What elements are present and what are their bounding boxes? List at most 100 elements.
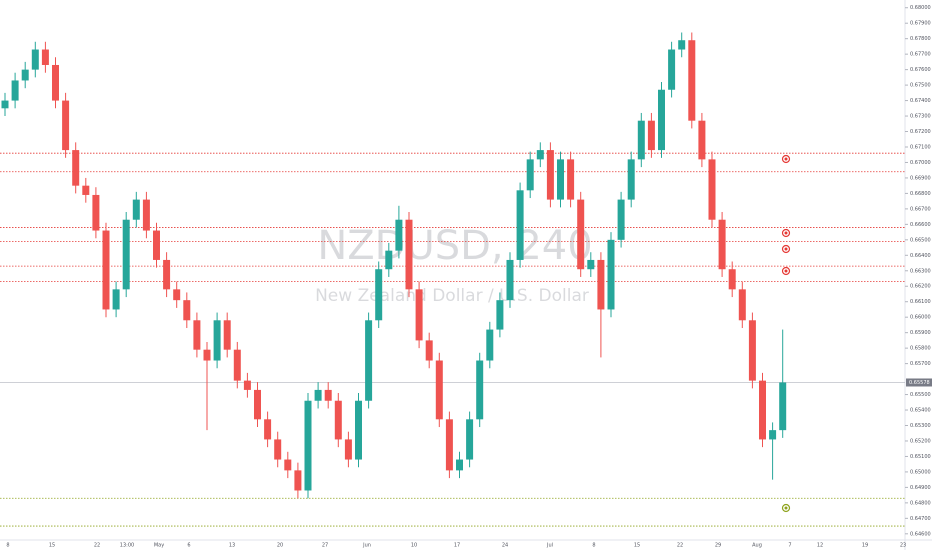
candle-body bbox=[445, 419, 453, 471]
candle-body bbox=[607, 239, 615, 310]
candle-body bbox=[1, 100, 9, 109]
candle-body bbox=[647, 120, 655, 151]
x-tick-label: 27 bbox=[322, 543, 328, 549]
y-tick-label: 0.64700 bbox=[910, 516, 931, 522]
candle-body bbox=[748, 320, 756, 381]
x-tick-label: Aug bbox=[752, 543, 762, 549]
candle-body bbox=[779, 382, 787, 431]
candle-body bbox=[142, 199, 150, 231]
y-tick-label: 0.66100 bbox=[910, 299, 931, 305]
candle-body bbox=[92, 194, 100, 231]
x-tick-label: 7 bbox=[788, 543, 791, 549]
y-tick-label: 0.67400 bbox=[910, 98, 931, 104]
y-tick-label: 0.66700 bbox=[910, 206, 931, 212]
alert-icon-dot bbox=[784, 157, 788, 161]
y-tick-label: 0.66200 bbox=[910, 284, 931, 290]
candle-body bbox=[425, 340, 433, 361]
candle-body bbox=[153, 230, 160, 260]
candle-body bbox=[668, 49, 676, 90]
candle-body bbox=[496, 300, 504, 330]
x-tick-label: 24 bbox=[502, 543, 508, 549]
x-tick-label: 19 bbox=[862, 543, 868, 549]
x-tick-label: 17 bbox=[454, 543, 460, 549]
x-tick-label: Jun bbox=[362, 543, 371, 549]
candle-body bbox=[466, 419, 474, 460]
y-tick-label: 0.67900 bbox=[910, 21, 931, 27]
x-tick-label: 23 bbox=[900, 543, 906, 549]
x-tick-label: 22 bbox=[677, 543, 683, 549]
candle-body bbox=[738, 289, 746, 321]
y-tick-label: 0.67600 bbox=[910, 67, 931, 73]
candle-body bbox=[11, 80, 19, 101]
candle-body bbox=[183, 300, 191, 321]
candle-body bbox=[759, 380, 766, 440]
candle-body bbox=[243, 380, 251, 390]
y-tick-label: 0.67000 bbox=[910, 160, 931, 166]
y-tick-label: 0.66400 bbox=[910, 253, 931, 259]
candle-body bbox=[41, 49, 49, 65]
candle-body bbox=[637, 120, 645, 160]
candle-body bbox=[355, 400, 362, 460]
candle-body bbox=[476, 360, 484, 420]
candle-body bbox=[708, 159, 716, 220]
y-tick-label: 0.67700 bbox=[910, 52, 931, 58]
y-tick-label: 0.64600 bbox=[910, 531, 931, 537]
candle-body bbox=[526, 159, 534, 191]
x-tick-label: 15 bbox=[634, 543, 640, 549]
x-tick-label: 29 bbox=[715, 543, 721, 549]
candle-body bbox=[577, 199, 585, 270]
x-tick-label: 6 bbox=[187, 543, 190, 549]
x-tick-label: May bbox=[154, 543, 164, 549]
candle-body bbox=[435, 360, 443, 420]
candle-body bbox=[324, 389, 332, 401]
candle-body bbox=[718, 219, 726, 270]
x-tick-label: 10 bbox=[411, 543, 417, 549]
candle-body bbox=[21, 69, 29, 81]
x-tick-label: 8 bbox=[592, 543, 595, 549]
candle-body bbox=[284, 459, 292, 471]
candle-body bbox=[132, 199, 140, 220]
candle-body bbox=[365, 320, 373, 401]
y-tick-label: 0.66800 bbox=[910, 191, 931, 197]
x-tick-label: 15 bbox=[49, 543, 55, 549]
y-tick-label: 0.65200 bbox=[910, 438, 931, 444]
candle-body bbox=[678, 40, 686, 50]
y-tick-label: 0.65000 bbox=[910, 469, 931, 475]
candle-body bbox=[728, 269, 736, 290]
y-tick-label: 0.65800 bbox=[910, 346, 931, 352]
candle-body bbox=[304, 400, 312, 491]
alert-icon-dot bbox=[784, 269, 788, 273]
candle-body bbox=[213, 320, 221, 361]
y-tick-label: 0.65300 bbox=[910, 423, 931, 429]
alert-icon-dot bbox=[784, 247, 788, 251]
candle-body bbox=[72, 150, 80, 186]
y-tick-label: 0.66500 bbox=[910, 237, 931, 243]
candle-body bbox=[294, 470, 302, 491]
y-tick-label: 0.67100 bbox=[910, 144, 931, 150]
x-tick-label: Jul bbox=[546, 543, 553, 549]
candle-body bbox=[415, 289, 423, 341]
candle-body bbox=[344, 439, 352, 460]
candle-body bbox=[516, 190, 524, 260]
candle-body bbox=[163, 259, 171, 290]
candle-body bbox=[375, 269, 383, 321]
x-tick-label: 20 bbox=[277, 543, 283, 549]
candle-body bbox=[31, 49, 39, 70]
candle-body bbox=[456, 459, 463, 471]
candle-body bbox=[395, 219, 403, 251]
y-tick-label: 0.65400 bbox=[910, 408, 931, 414]
candle-body bbox=[536, 150, 544, 160]
y-tick-label: 0.67800 bbox=[910, 36, 931, 42]
y-tick-label: 0.64800 bbox=[910, 500, 931, 506]
y-tick-label: 0.65100 bbox=[910, 454, 931, 460]
candle-body bbox=[506, 259, 514, 301]
candle-body bbox=[82, 185, 90, 195]
candle-body bbox=[627, 159, 635, 200]
candle-body bbox=[264, 419, 272, 440]
x-tick-label: 12 bbox=[817, 543, 823, 549]
x-tick-label: 13 bbox=[229, 543, 235, 549]
last-price-badge bbox=[906, 378, 932, 387]
y-tick-label: 0.67500 bbox=[910, 83, 931, 89]
candle-body bbox=[334, 400, 342, 440]
